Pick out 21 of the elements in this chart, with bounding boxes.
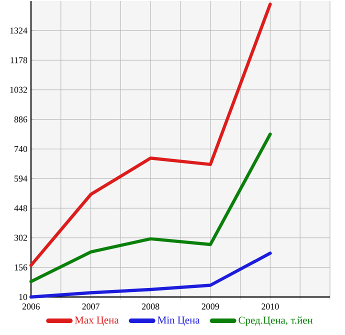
- y-tick-label: 156: [14, 264, 28, 270]
- x-tick-label: 2009: [202, 304, 219, 310]
- x-tick-label: 2006: [22, 304, 40, 310]
- legend-label: Сред.Цена, т.йен: [238, 316, 313, 326]
- y-tick-label: 594: [14, 176, 28, 182]
- line-series: [29, 252, 272, 299]
- y-tick-label: 740: [14, 146, 28, 152]
- legend-label: Min Цена: [158, 316, 200, 326]
- y-tick-label: 1032: [10, 86, 27, 93]
- x-tick-label: 2010: [262, 304, 279, 310]
- y-tick-label: 10: [19, 294, 28, 300]
- x-tick-label: 2008: [142, 304, 160, 310]
- line-series: [29, 2, 272, 267]
- legend-label: Max Цена: [74, 316, 119, 326]
- y-tick-label: 1324: [10, 28, 28, 34]
- line-series: [29, 132, 272, 284]
- y-tick-label: 886: [14, 116, 28, 122]
- y-tick-label: 302: [14, 234, 27, 241]
- y-tick-label: 1178: [10, 57, 28, 64]
- y-tick-label: 448: [14, 205, 28, 212]
- x-tick-label: 2007: [82, 304, 100, 310]
